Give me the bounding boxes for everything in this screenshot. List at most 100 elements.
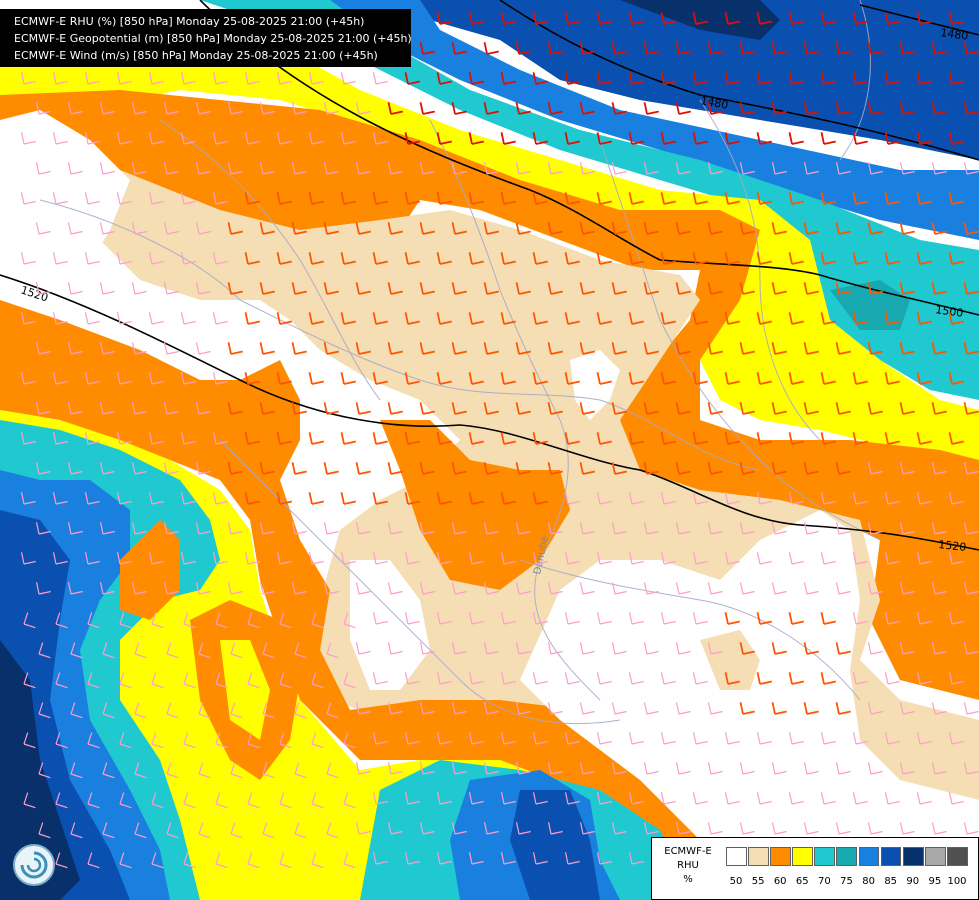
wind-barb <box>771 102 787 115</box>
wind-barb <box>675 642 691 655</box>
wind-barb <box>244 132 260 145</box>
wind-barb <box>148 312 164 325</box>
wind-barb <box>692 792 708 805</box>
wind-barb <box>116 72 132 85</box>
wind-barb <box>148 192 164 205</box>
wind-barb <box>102 822 115 839</box>
wind-barb <box>756 552 772 565</box>
wind-barb <box>628 192 644 205</box>
wind-barb <box>579 282 595 295</box>
wind-barb <box>803 822 819 835</box>
wind-barb <box>372 552 388 565</box>
wind-barb <box>547 402 563 415</box>
wind-barb <box>899 282 915 295</box>
wind-barb <box>596 672 612 685</box>
wind-barb <box>355 342 371 355</box>
wind-barb <box>151 732 164 749</box>
wind-barb <box>212 252 228 265</box>
wind-barb <box>643 582 659 595</box>
wind-barb <box>596 792 612 805</box>
rh-band-north-mid <box>320 0 979 240</box>
wind-barb <box>276 252 292 265</box>
wind-barb <box>259 582 275 595</box>
legend-title-line2: RHU <box>677 860 699 871</box>
wind-barb <box>468 612 484 625</box>
rh-band-orange-mid <box>380 420 570 590</box>
wind-barb <box>212 192 228 205</box>
wind-barb <box>387 642 403 655</box>
wind-barb <box>596 552 612 565</box>
wind-barb <box>404 552 420 565</box>
wind-barb <box>372 732 388 745</box>
wind-barb <box>436 72 452 85</box>
wind-barb <box>116 492 132 505</box>
wind-barb <box>52 252 68 265</box>
wind-barb <box>628 252 644 265</box>
wind-barb <box>195 342 211 355</box>
wind-barb <box>500 72 516 85</box>
wind-barb <box>372 432 388 445</box>
wind-barb <box>867 702 883 715</box>
wind-barb <box>163 582 179 595</box>
wind-barb <box>404 492 420 505</box>
wind-barb <box>483 102 499 115</box>
wind-barb <box>916 372 932 385</box>
wind-barb <box>660 432 676 445</box>
wind-barb <box>564 552 580 565</box>
legend-swatch <box>836 847 858 866</box>
wind-barb <box>419 822 435 835</box>
wind-barb <box>419 42 435 55</box>
wind-barb <box>404 852 420 865</box>
wind-barb <box>707 102 723 115</box>
contour-1520 <box>0 274 979 551</box>
wind-barb <box>963 522 979 535</box>
wind-barb <box>675 162 691 175</box>
wind-barb <box>102 642 115 659</box>
wind-barb <box>372 672 388 685</box>
wind-barb <box>628 12 644 25</box>
rh-band-beige-east <box>700 630 760 690</box>
wind-barb <box>198 822 211 839</box>
wind-barb <box>515 42 531 55</box>
wind-barb <box>724 492 740 505</box>
wind-barb <box>294 762 307 779</box>
wind-barb <box>867 462 883 475</box>
wind-barb <box>579 42 595 55</box>
wind-barb <box>628 732 644 745</box>
wind-barb <box>468 552 484 565</box>
wind-barb <box>163 342 179 355</box>
wind-barb <box>611 462 627 475</box>
wind-barb <box>67 462 83 475</box>
wind-barb <box>134 702 147 719</box>
wind-barb <box>67 582 83 595</box>
wind-barb <box>419 702 435 715</box>
wind-barb <box>963 282 979 295</box>
wind-barb <box>884 12 900 25</box>
wind-barb <box>468 132 484 145</box>
wind-barb <box>20 192 36 205</box>
ecmwf-logo-icon <box>13 844 55 886</box>
wind-barb <box>867 102 883 115</box>
wind-barb <box>660 312 676 325</box>
wind-barb <box>884 312 900 325</box>
wind-barb <box>308 312 324 325</box>
wind-barb <box>916 672 932 685</box>
wind-barb <box>355 162 371 175</box>
wind-barb <box>195 522 211 535</box>
wind-barb <box>20 132 36 145</box>
wind-barb <box>643 522 659 535</box>
wind-barb <box>340 492 356 505</box>
wind-barb <box>340 132 356 145</box>
wind-barb <box>643 282 659 295</box>
wind-barb <box>724 192 740 205</box>
wind-barb <box>340 252 356 265</box>
wind-barb <box>468 72 484 85</box>
wind-barb <box>660 132 676 145</box>
wind-barb <box>675 522 691 535</box>
wind-barb <box>84 252 100 265</box>
wind-barb <box>739 342 755 355</box>
wind-barb <box>835 522 851 535</box>
wind-barb <box>835 42 851 55</box>
wind-barb <box>756 72 772 85</box>
legend-tick-label: 50 <box>729 876 743 887</box>
